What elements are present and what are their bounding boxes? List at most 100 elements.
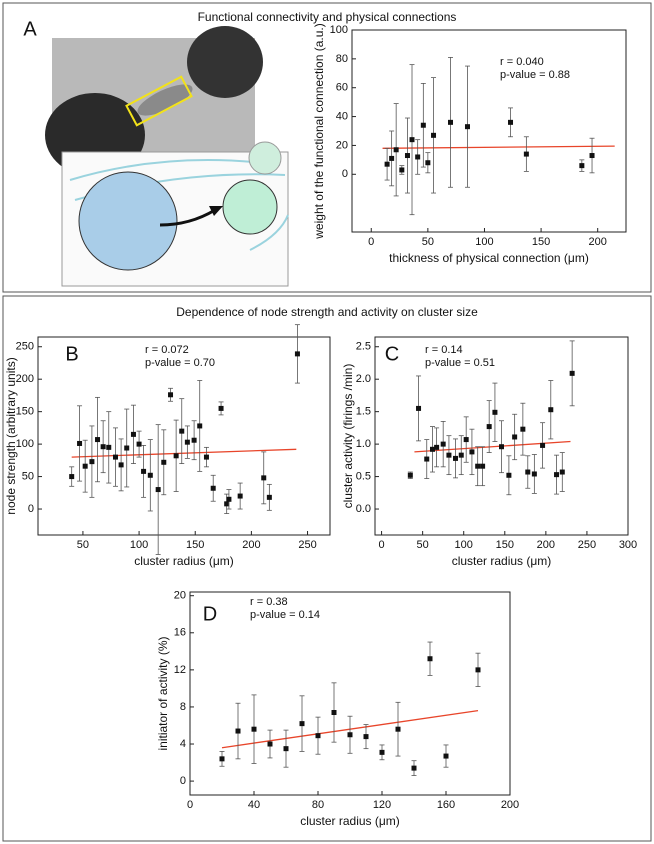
- annotation: p-value = 0.51: [425, 357, 495, 369]
- y-tick-label: 4: [180, 738, 186, 750]
- data-point: [464, 124, 470, 130]
- panel-frame: [2, 2, 652, 293]
- data-point: [136, 441, 142, 447]
- x-tick-label: 100: [455, 539, 473, 551]
- y-tick-label: 12: [174, 664, 186, 676]
- data-point: [520, 426, 526, 432]
- y-tick-label: 150: [16, 406, 34, 418]
- panel-label: B: [65, 343, 78, 365]
- micrograph: [45, 26, 263, 177]
- y-tick-label: 50: [22, 470, 34, 482]
- data-point: [399, 167, 405, 173]
- x-tick-label: 150: [496, 539, 514, 551]
- data-point: [251, 726, 257, 732]
- annotation: r = 0.040: [500, 56, 544, 68]
- annotation: p-value = 0.88: [500, 69, 570, 81]
- data-point: [411, 765, 417, 771]
- data-point: [389, 155, 395, 161]
- x-tick-label: 150: [186, 539, 204, 551]
- annotation: r = 0.38: [250, 596, 288, 608]
- y-axis-label: initiator of activity (%): [156, 636, 170, 750]
- data-point: [379, 749, 385, 755]
- y-tick-label: 0: [28, 503, 34, 515]
- x-axis-label: cluster radius (μm): [300, 814, 400, 828]
- annotation: r = 0.14: [425, 344, 463, 356]
- y-tick-label: 1.0: [356, 438, 371, 450]
- data-point: [95, 437, 101, 443]
- x-tick-label: 160: [437, 799, 455, 811]
- data-point: [475, 667, 481, 673]
- x-tick-label: 200: [589, 236, 607, 248]
- y-tick-label: 20: [174, 590, 186, 602]
- y-tick-label: 200: [16, 373, 34, 385]
- data-point: [569, 370, 575, 376]
- data-point: [430, 446, 435, 452]
- panel-label: C: [385, 343, 399, 365]
- data-point: [82, 463, 88, 469]
- x-tick-label: 0: [187, 799, 193, 811]
- data-point: [147, 472, 153, 478]
- data-point: [191, 437, 197, 443]
- y-tick-label: 1.5: [356, 406, 371, 418]
- data-point: [155, 487, 161, 493]
- y-tick-label: 0: [342, 168, 348, 180]
- x-axis-label: thickness of physical connection (μm): [389, 251, 589, 265]
- data-point: [331, 710, 337, 716]
- data-point: [197, 423, 203, 429]
- y-tick-label: 20: [336, 139, 348, 151]
- data-point: [540, 442, 546, 448]
- x-tick-label: 50: [422, 236, 434, 248]
- data-point: [409, 137, 415, 143]
- annotation: r = 0.072: [145, 344, 189, 356]
- fit-line: [382, 145, 615, 149]
- data-point: [486, 424, 492, 430]
- data-point: [448, 119, 454, 125]
- data-point: [226, 496, 232, 502]
- data-point: [235, 728, 241, 734]
- y-tick-label: 8: [180, 701, 186, 713]
- data-point: [184, 439, 190, 445]
- x-tick-label: 40: [248, 799, 260, 811]
- y-tick-label: 250: [16, 341, 34, 353]
- data-point: [425, 160, 431, 166]
- schematic: [61, 141, 289, 287]
- data-point: [440, 441, 446, 447]
- x-axis-label: cluster radius (μm): [452, 554, 552, 568]
- data-point: [475, 463, 481, 469]
- data-point: [112, 454, 118, 460]
- y-tick-label: 80: [336, 53, 348, 65]
- panel-title: Functional connectivity and physical con…: [198, 10, 457, 24]
- data-point: [523, 151, 529, 157]
- data-point: [443, 753, 449, 759]
- x-tick-label: 50: [417, 539, 429, 551]
- y-tick-label: 100: [16, 438, 34, 450]
- data-point: [173, 453, 179, 459]
- data-point: [415, 154, 421, 160]
- data-point: [512, 434, 518, 440]
- data-point: [424, 456, 430, 462]
- y-axis-label: weight of the functional connection (a.u…: [312, 23, 326, 239]
- x-tick-label: 0: [368, 236, 374, 248]
- data-point: [100, 444, 106, 450]
- data-point: [431, 132, 437, 138]
- data-point: [179, 428, 185, 434]
- data-point: [434, 444, 440, 450]
- plot-frame: [189, 591, 511, 796]
- x-tick-label: 100: [130, 539, 148, 551]
- data-point: [224, 501, 230, 507]
- data-point: [589, 153, 595, 159]
- y-tick-label: 0: [180, 775, 186, 787]
- data-point: [458, 452, 464, 458]
- annotation: p-value = 0.70: [145, 357, 215, 369]
- data-point: [463, 437, 469, 443]
- data-point: [219, 756, 225, 762]
- data-point: [267, 741, 273, 747]
- data-point: [294, 351, 300, 357]
- plot-frame: [37, 336, 331, 536]
- data-point: [168, 392, 174, 398]
- data-point: [407, 472, 413, 478]
- y-tick-label: 100: [330, 24, 348, 36]
- y-axis-label: node strength (arbitrary units): [4, 357, 18, 514]
- data-point: [453, 455, 458, 461]
